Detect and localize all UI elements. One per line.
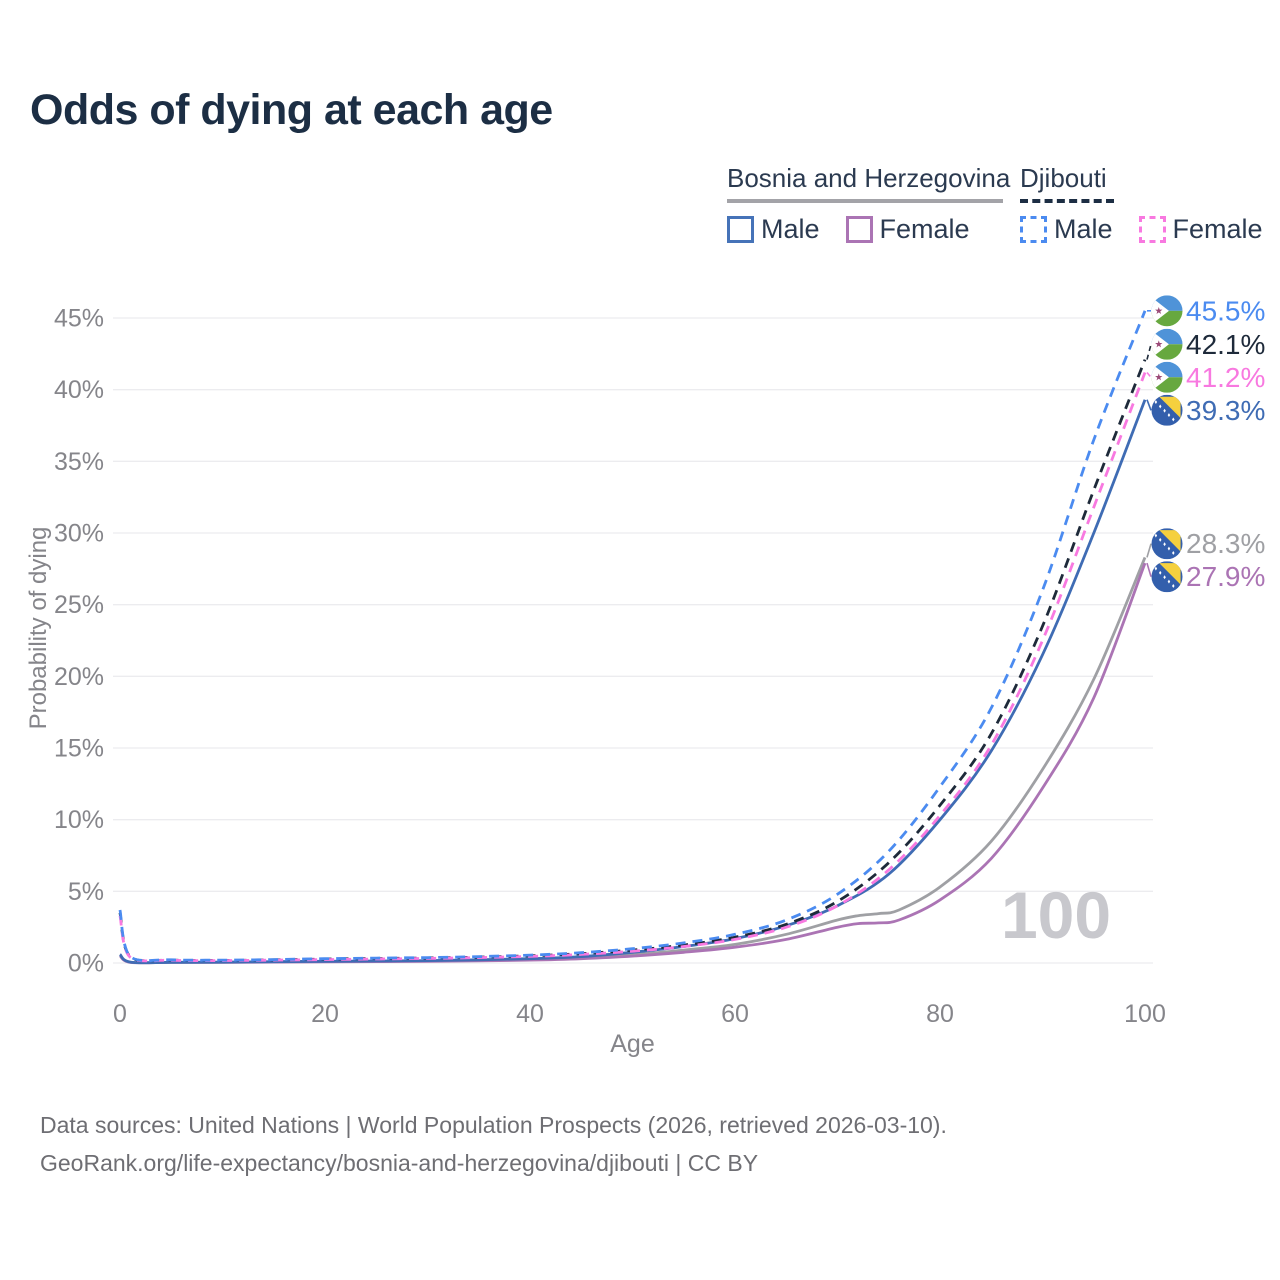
legend-item-djibouti-female[interactable]: Female [1138,214,1263,245]
x-tick-label: 100 [1124,1000,1166,1028]
x-tick-label: 0 [113,1000,127,1028]
x-tick-label: 80 [926,1000,954,1028]
end-label-djibouti-both: 42.1% [1186,329,1265,360]
y-tick-label: 5% [68,878,104,906]
x-tick-label: 40 [516,1000,544,1028]
attribution-link-text[interactable]: GeoRank.org/life-expectancy/bosnia-and-h… [40,1150,759,1176]
y-tick-label: 35% [54,448,104,476]
legend-item-bosnia-female[interactable]: Female [845,214,970,245]
end-label-bosnia-male: 39.3% [1186,395,1265,426]
y-tick-label: 0% [68,950,104,978]
legend-linestyle-dashed [1020,199,1114,203]
end-label-bosnia-both: 28.3% [1186,528,1265,559]
line-bosnia-male [118,399,1147,965]
leader-bosnia-both [1146,543,1152,558]
x-tick-label: 20 [311,1000,339,1028]
legend-swatch-bosnia-male [727,216,754,243]
legend-group-bosnia-and-herzegovina: Bosnia and Herzegovina Male Female [727,163,1010,245]
legend-item-bosnia-male[interactable]: Male [727,214,820,245]
page-title: Odds of dying at each age [30,86,553,134]
age-counter: 100 [1001,878,1111,952]
legend-linestyle-solid [727,199,1003,203]
legend-item-label: Male [1054,214,1113,244]
line-djibouti-male [118,310,1147,962]
legend-swatch-djibouti-male [1020,216,1047,243]
legend-group-djibouti: Djibouti Male Female [1020,163,1263,245]
y-tick-label: 25% [54,591,104,619]
flag-djibouti-icon [1151,328,1183,360]
line-bosnia-both [118,556,1147,965]
end-label-bosnia-female: 27.9% [1186,561,1265,592]
y-tick-label: 45% [54,305,104,333]
legend-item-djibouti-male[interactable]: Male [1020,214,1113,245]
legend-swatch-bosnia-female [845,216,873,243]
line-djibouti-female [118,372,1147,963]
legend-country-label-bosnia: Bosnia and Herzegovina [727,163,1011,193]
y-tick-label: 15% [54,735,104,763]
end-label-djibouti-female: 41.2% [1186,362,1265,393]
y-tick-label: 30% [54,520,104,548]
leader-djibouti-both [1146,344,1152,360]
line-bosnia-female [119,562,1147,965]
data-sources-text: Data sources: United Nations | World Pop… [40,1112,947,1138]
legend-item-label: Female [1172,214,1263,244]
flag-djibouti-icon [1151,295,1183,327]
legend: Bosnia and Herzegovina Male Female Djibo… [0,163,1280,258]
y-tick-label: 10% [54,806,104,834]
x-tick-label: 60 [721,1000,749,1028]
legend-item-label: Female [879,214,970,244]
flag-bosnia-icon [1151,561,1183,593]
flag-bosnia-icon [1151,394,1183,426]
legend-item-label: Male [761,214,820,244]
leader-djibouti-female [1146,371,1152,378]
flag-djibouti-icon [1151,361,1183,393]
line-djibouti-both [118,359,1147,963]
flag-bosnia-icon [1151,528,1183,560]
y-tick-label: 20% [54,663,104,691]
legend-country-label-djibouti: Djibouti [1020,163,1107,193]
x-axis-title: Age [610,1030,654,1058]
legend-swatch-djibouti-female [1138,216,1166,243]
y-tick-label: 40% [54,376,104,404]
y-axis-title: Probability of dying [25,527,52,730]
leader-bosnia-female [1146,562,1152,577]
end-label-djibouti-male: 45.5% [1186,295,1265,326]
leader-bosnia-male [1146,399,1152,411]
